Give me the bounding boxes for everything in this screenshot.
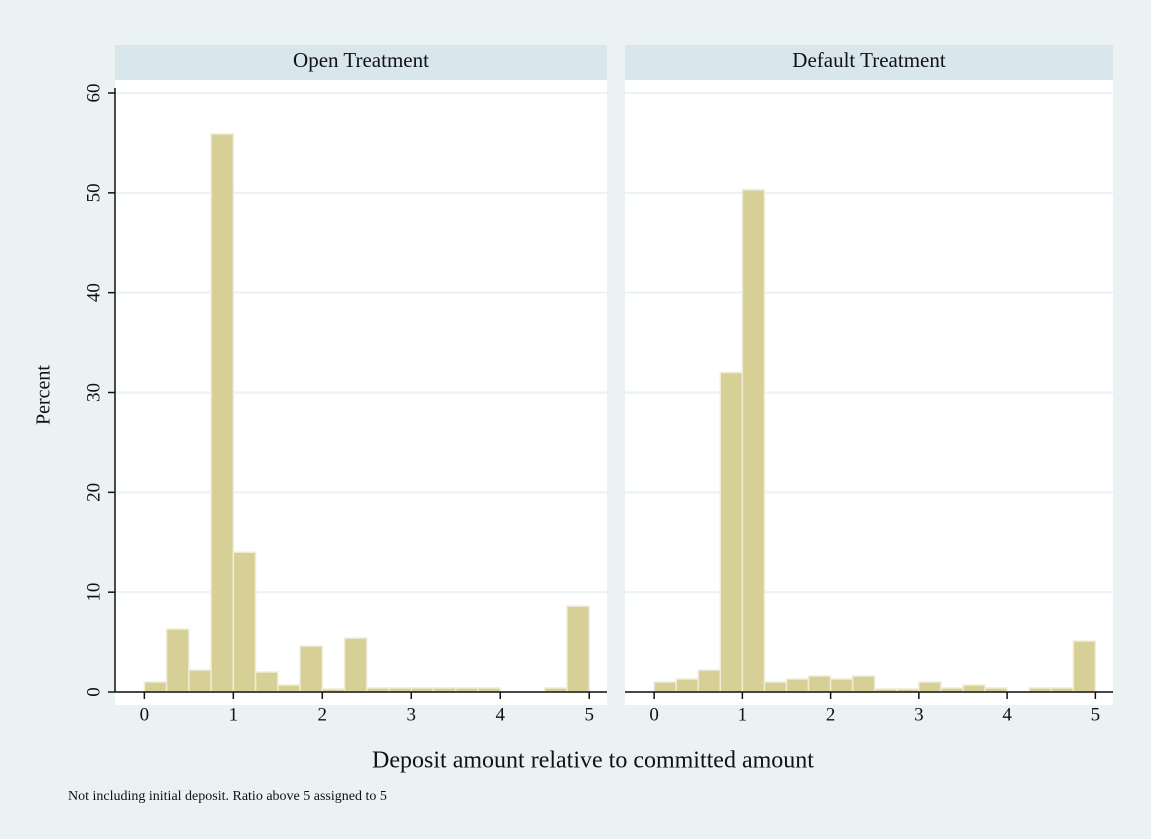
bar xyxy=(210,133,235,693)
bar xyxy=(785,678,810,693)
bar xyxy=(232,551,257,693)
bar xyxy=(675,678,699,693)
y-tick-label: 60 xyxy=(83,84,104,103)
x-tick-label: 0 xyxy=(140,704,150,725)
bar xyxy=(829,678,854,693)
bar xyxy=(851,675,876,693)
x-tick-label: 5 xyxy=(584,704,594,725)
x-axis-label: Deposit amount relative to committed amo… xyxy=(372,748,814,774)
bar xyxy=(343,637,368,693)
bar xyxy=(277,684,301,693)
bar xyxy=(165,628,190,693)
bar xyxy=(143,681,168,693)
y-tick-label: 10 xyxy=(83,583,104,602)
bar xyxy=(763,681,788,693)
y-tick-label: 40 xyxy=(83,283,104,302)
x-tick-label: 2 xyxy=(318,704,328,725)
panel-title: Default Treatment xyxy=(792,48,946,72)
bar xyxy=(254,671,279,693)
x-tick-label: 1 xyxy=(738,704,748,725)
note: Not including initial deposit. Ratio abo… xyxy=(68,789,387,804)
x-tick-label: 5 xyxy=(1091,704,1101,725)
x-tick-label: 4 xyxy=(1002,704,1012,725)
bar xyxy=(653,681,677,693)
bar xyxy=(807,675,832,693)
y-axis-label: Percent xyxy=(33,365,55,425)
bar xyxy=(1072,640,1097,693)
x-tick-label: 1 xyxy=(229,704,239,725)
bar xyxy=(741,189,766,693)
x-tick-label: 0 xyxy=(649,704,659,725)
x-tick-label: 3 xyxy=(914,704,924,725)
x-tick-label: 4 xyxy=(495,704,505,725)
y-tick-label: 30 xyxy=(83,383,104,402)
bar xyxy=(697,669,722,693)
strip xyxy=(115,45,607,80)
bar xyxy=(566,605,590,693)
x-tick-label: 3 xyxy=(407,704,417,725)
bar xyxy=(188,669,212,693)
bar xyxy=(918,681,942,693)
bar xyxy=(719,371,744,693)
y-tick-label: 50 xyxy=(83,183,104,202)
bar xyxy=(299,645,324,693)
panel-title: Open Treatment xyxy=(293,48,429,72)
x-tick-label: 2 xyxy=(826,704,836,725)
y-tick-label: 20 xyxy=(83,483,104,502)
bar xyxy=(962,684,986,693)
strip xyxy=(625,45,1113,80)
y-tick-label: 0 xyxy=(83,687,104,697)
